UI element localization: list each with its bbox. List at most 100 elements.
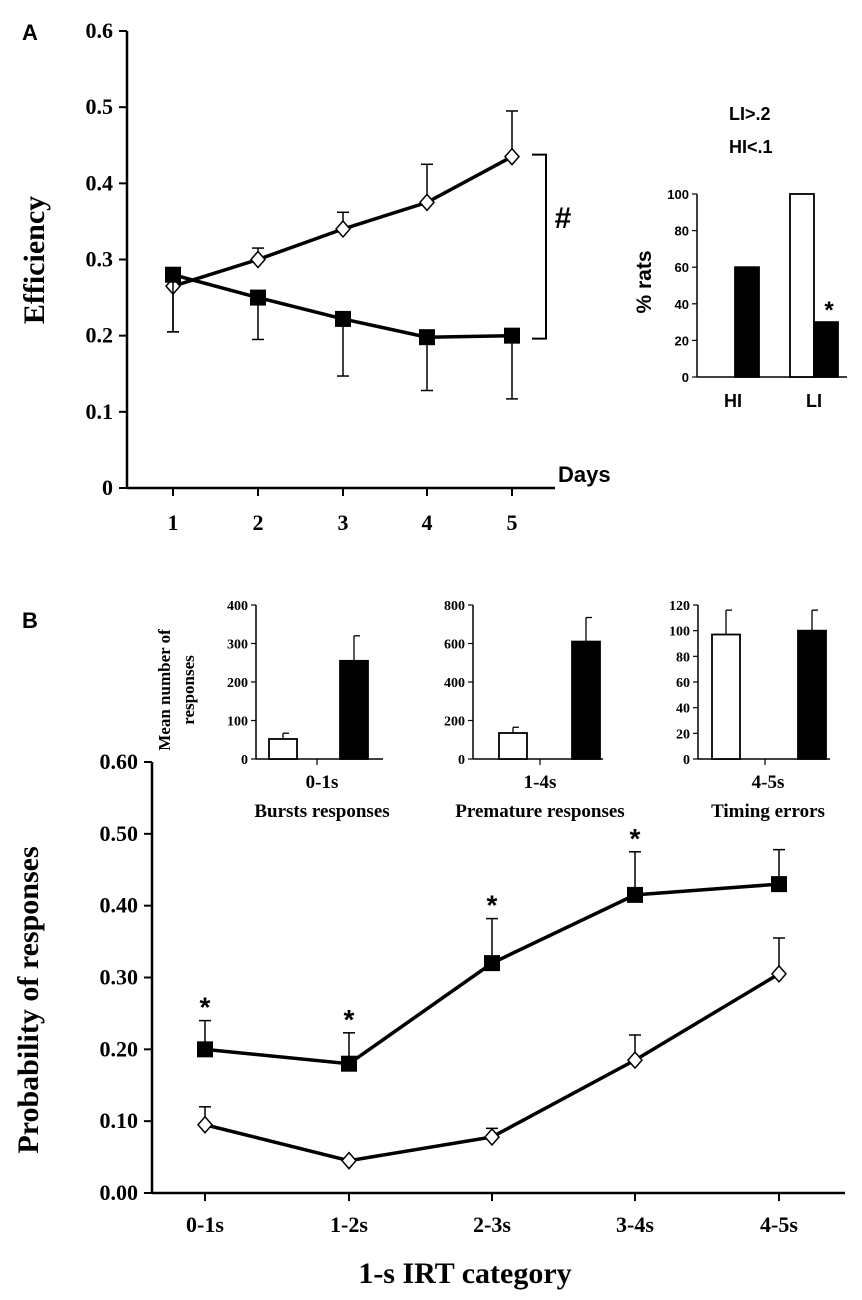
b-inset-category-label: 0-1s [306, 772, 339, 793]
b-y-tick-label: 0.50 [100, 821, 139, 846]
a-y-tick-label: 0.3 [86, 247, 114, 272]
a-x-tick-label: 3 [338, 510, 349, 535]
chart-b-probability: Probability of responses 1-s IRT categor… [12, 749, 845, 1290]
a-inset-legend-hi: HI<.1 [729, 137, 773, 157]
b-significance-asterisk: * [487, 890, 498, 921]
a-x-tick-label: 5 [507, 510, 518, 535]
a-inset-ylabel: % rats [633, 250, 656, 313]
b-inset-3-y-tick-label: 60 [676, 676, 690, 691]
b-inset-1-y-tick-label: 400 [227, 599, 248, 614]
b-inset-caption: Bursts responses [254, 801, 389, 822]
a-inset-x-label: LI [806, 391, 822, 411]
a-point-square [165, 266, 181, 283]
a-bracket [532, 153, 547, 340]
panel-label-a: A [22, 20, 38, 45]
b-point-diamond [627, 1050, 643, 1070]
b-point-diamond [771, 964, 787, 984]
b-inset-2-y-tick-label: 800 [444, 599, 465, 614]
a-inset-y-tick-label: 20 [675, 333, 689, 348]
a-y-tick-label: 0.4 [86, 170, 114, 195]
b-inset-3-y-tick-label: 100 [669, 625, 690, 640]
a-inset-legend-li: LI>.2 [729, 104, 771, 124]
a-inset-y-tick-label: 80 [675, 224, 689, 239]
a-inset-asterisk: * [824, 297, 834, 324]
a-x-tick-label: 4 [422, 510, 433, 535]
b-point-diamond [341, 1151, 357, 1170]
b-inset-3-y-tick-label: 80 [676, 650, 690, 665]
b-inset-1-y-tick-label: 300 [227, 638, 248, 653]
b-inset-category-label: 4-5s [752, 772, 785, 793]
a-point-diamond [250, 250, 266, 269]
b-ylabel: Probability of responses [12, 846, 45, 1153]
b-inset-1-y-tick-label: 100 [227, 715, 248, 730]
b-inset-3-y-tick-label: 20 [676, 727, 690, 742]
b-inset-category-label: 1-4s [524, 772, 557, 793]
a-hash-annotation: # [555, 202, 572, 235]
b-y-tick-label: 0.20 [100, 1036, 139, 1061]
chart-b-inset-timing: 0 20 40 60 80 100 120 4-5s Timing errors [669, 599, 830, 822]
b-point-square [771, 876, 787, 893]
a-ylabel: Efficiency [18, 196, 51, 324]
a-x-tick-label: 2 [253, 510, 264, 535]
b-point-square [484, 955, 500, 972]
b-inset-1-y-tick-label: 200 [227, 676, 248, 691]
chart-b-inset-premature: 0 200 400 600 800 1-4s Premature responses [444, 599, 625, 822]
b-significance-asterisk: * [630, 823, 641, 854]
chart-a-efficiency: Efficiency Days 0 0.1 0.2 0.3 0.4 0.5 0.6 1 2 3 4 5… [18, 18, 611, 535]
b-inset-1-y-tick-label: 0 [241, 753, 248, 768]
b-inset-caption: Timing errors [711, 801, 825, 822]
a-inset-y-tick-label: 100 [667, 187, 689, 202]
b-inset-2-y-tick-label: 200 [444, 715, 465, 730]
b-y-tick-label: 0.60 [100, 749, 139, 774]
chart-a-inset-percent-rats: LI>.2 HI<.1 % rats 0 20 40 60 80 100 HI LI * [633, 104, 847, 411]
b-inset-3-bar-filled [797, 629, 827, 760]
chart-b-inset-bursts: 0 100 200 300 400 0-1s Bursts responses Mean nu… [155, 599, 390, 822]
a-inset-bar-filled [734, 266, 760, 378]
b-inset-3-y-tick-label: 120 [669, 599, 690, 614]
b-y-tick-label: 0.10 [100, 1108, 139, 1133]
b-inset-2-bar-open [498, 732, 528, 760]
a-y-tick-label: 0 [102, 475, 113, 500]
b-y-tick-label: 0.30 [100, 965, 139, 990]
a-x-tick-label: 1 [168, 510, 179, 535]
a-y-tick-label: 0.2 [86, 323, 114, 348]
panel-label-b: B [22, 608, 38, 633]
b-point-diamond [197, 1115, 213, 1134]
a-point-square [504, 327, 520, 344]
b-y-tick-label: 0.40 [100, 893, 139, 918]
b-inset-2-bar-filled [571, 640, 601, 760]
a-y-tick-label: 0.6 [86, 18, 114, 43]
a-point-diamond [419, 193, 435, 212]
a-inset-y-tick-label: 40 [675, 297, 689, 312]
b-inset-ylabel-line2: responses [179, 655, 198, 725]
b-inset-1-bar-open [268, 738, 298, 760]
b-point-square [197, 1041, 213, 1058]
a-inset-bar-filled [813, 321, 839, 378]
b-point-diamond [484, 1127, 500, 1147]
b-x-tick-label: 3-4s [616, 1212, 654, 1237]
b-inset-3-bar-open [711, 633, 741, 760]
b-x-tick-label: 4-5s [760, 1212, 798, 1237]
b-significance-asterisk: * [344, 1004, 355, 1035]
b-inset-2-y-tick-label: 0 [458, 753, 465, 768]
a-inset-y-tick-label: 0 [682, 370, 689, 385]
b-xlabel: 1-s IRT category [358, 1257, 571, 1290]
b-inset-2-y-tick-label: 400 [444, 676, 465, 691]
a-y-tick-label: 0.5 [86, 94, 114, 119]
b-x-tick-label: 1-2s [330, 1212, 368, 1237]
a-point-square [419, 329, 435, 346]
a-point-square [335, 310, 351, 327]
b-significance-asterisk: * [200, 992, 211, 1023]
b-x-tick-label: 0-1s [186, 1212, 224, 1237]
b-inset-2-y-tick-label: 600 [444, 638, 465, 653]
b-y-tick-label: 0.00 [100, 1180, 139, 1205]
b-inset-1-bar-filled [339, 659, 369, 760]
a-point-diamond [504, 147, 520, 166]
b-inset-3-y-tick-label: 40 [676, 702, 690, 717]
b-point-square [627, 886, 643, 903]
a-point-diamond [335, 219, 351, 239]
a-inset-x-label: HI [724, 391, 742, 411]
a-y-tick-label: 0.1 [86, 399, 114, 424]
b-point-square [341, 1055, 357, 1072]
